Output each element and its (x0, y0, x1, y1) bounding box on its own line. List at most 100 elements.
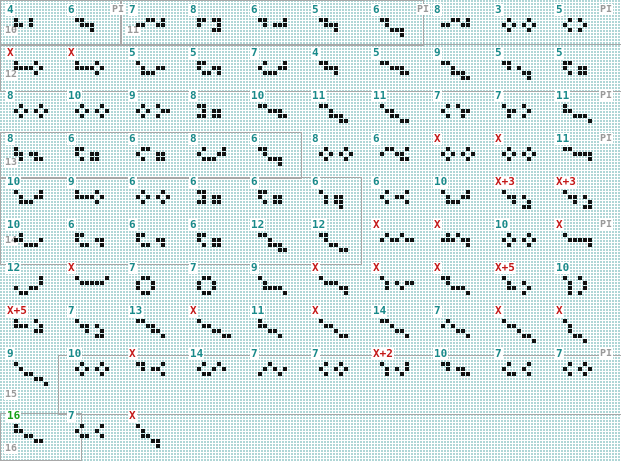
pattern-cell[interactable]: 6 (128, 219, 188, 261)
pattern-cell[interactable]: 11 (372, 90, 432, 132)
live-cell (156, 23, 160, 27)
pattern-cell[interactable]: 5 (372, 47, 432, 89)
pattern-cell[interactable]: 9 (128, 90, 188, 132)
pattern-cell[interactable]: 10 (6, 176, 66, 218)
pattern-cell[interactable]: 6 (372, 133, 432, 175)
pattern-cell[interactable]: 6 (67, 133, 127, 175)
pattern-cell[interactable]: 8 (311, 133, 371, 175)
pattern-cell[interactable]: 7 (250, 47, 310, 89)
pattern-cell[interactable]: 7 (67, 410, 127, 452)
pattern-cell[interactable]: X (433, 262, 493, 304)
pattern-cell[interactable]: X (128, 410, 188, 452)
pattern-cell[interactable]: 7 (128, 262, 188, 304)
pattern-cell[interactable]: 6 (128, 176, 188, 218)
pattern-cell[interactable]: 9 (6, 348, 66, 390)
pattern-cell[interactable]: 5 (128, 47, 188, 89)
pattern-cell[interactable]: 5 (311, 4, 371, 46)
pattern-cell[interactable]: 7 (494, 348, 554, 390)
pattern-cell[interactable]: X (67, 262, 127, 304)
pattern-cell[interactable]: 7 (433, 90, 493, 132)
pattern-cell[interactable]: 5 (555, 47, 615, 89)
pattern-cell[interactable]: 6 PI (67, 4, 127, 46)
pattern-cell[interactable]: 8 (189, 90, 249, 132)
live-cell (141, 367, 145, 371)
pattern-cell[interactable]: 8 (189, 133, 249, 175)
pattern-cell[interactable]: X (67, 47, 127, 89)
pattern-cell[interactable]: X (311, 305, 371, 347)
live-cell (202, 291, 206, 295)
pattern-cell[interactable]: 10 (67, 348, 127, 390)
pattern-cell[interactable]: 6 (250, 4, 310, 46)
pattern-cell[interactable]: 6 (189, 219, 249, 261)
pattern-cell[interactable]: 7 (311, 348, 371, 390)
pattern-cell[interactable]: 10 (433, 176, 493, 218)
pattern-cell[interactable]: 7 (67, 305, 127, 347)
pattern-cell[interactable]: 11 PI (555, 90, 615, 132)
pattern-cell[interactable]: 5 PI (555, 4, 615, 46)
pattern-cell[interactable]: X (372, 219, 432, 261)
pattern-cell[interactable]: 10 (250, 90, 310, 132)
pattern-cell[interactable]: 10 (6, 219, 66, 261)
pattern-cell[interactable]: 4 (311, 47, 371, 89)
pattern-cell[interactable]: 13 (128, 305, 188, 347)
pattern-cell[interactable]: X+5 (6, 305, 66, 347)
pattern-cell[interactable]: 16 (6, 410, 66, 452)
pattern-cell[interactable]: X+5 (494, 262, 554, 304)
pattern-cell[interactable]: 11 PI (555, 133, 615, 175)
pattern-cell[interactable]: 8 (189, 4, 249, 46)
pattern-cell[interactable]: 4 (6, 4, 66, 46)
pattern-cell[interactable]: 5 (494, 47, 554, 89)
pattern-cell[interactable]: X (311, 262, 371, 304)
pattern-cell[interactable]: 6 (189, 176, 249, 218)
pattern-cell[interactable]: 14 (189, 348, 249, 390)
pattern-cell[interactable]: 6 PI (372, 4, 432, 46)
pattern-cell[interactable]: X (433, 133, 493, 175)
pattern-cell[interactable]: X (433, 219, 493, 261)
pattern-cell[interactable]: 6 (250, 133, 310, 175)
pattern-cell[interactable]: X (372, 262, 432, 304)
pattern-cell[interactable]: 11 (250, 305, 310, 347)
pattern-cell[interactable]: 12 (311, 219, 371, 261)
pattern-cell[interactable]: 7 (433, 305, 493, 347)
pattern-cell[interactable]: 8 (433, 4, 493, 46)
pattern-cell[interactable]: X+2 (372, 348, 432, 390)
pattern-cell[interactable]: X (494, 305, 554, 347)
pattern-cell[interactable]: 6 (372, 176, 432, 218)
pattern-cell[interactable]: X PI (555, 219, 615, 261)
pattern-cell[interactable]: 7 (189, 262, 249, 304)
pattern-cell[interactable]: 10 (67, 90, 127, 132)
live-cell (141, 319, 145, 323)
pattern-cell[interactable]: 7 (128, 4, 188, 46)
pattern-cell[interactable]: 10 (433, 348, 493, 390)
cell-count-label: 8 (189, 132, 198, 145)
pattern-cell[interactable]: X+3 (555, 176, 615, 218)
pattern-cell[interactable]: 3 (494, 4, 554, 46)
pattern-cell[interactable]: 7 (250, 348, 310, 390)
pattern-cell[interactable]: 14 (372, 305, 432, 347)
pattern-cell[interactable]: 10 (555, 262, 615, 304)
pattern-cell[interactable]: X+3 (494, 176, 554, 218)
pattern-cell[interactable]: X (6, 47, 66, 89)
pattern-cell[interactable]: 6 (67, 219, 127, 261)
pattern-cell[interactable]: 8 (6, 133, 66, 175)
pattern-cell[interactable]: 7 (494, 90, 554, 132)
pattern-cell[interactable]: X (555, 305, 615, 347)
pattern-cell[interactable]: 9 (433, 47, 493, 89)
pattern-cell[interactable]: 6 (311, 176, 371, 218)
pattern-cell[interactable]: X (128, 348, 188, 390)
pattern-cell[interactable]: 7 PI (555, 348, 615, 390)
pattern-cell[interactable]: 12 (250, 219, 310, 261)
pattern-cell[interactable]: 6 (128, 133, 188, 175)
pattern-cell[interactable]: 11 (311, 90, 371, 132)
pattern-cell[interactable]: 5 (189, 47, 249, 89)
pattern-cell[interactable]: 6 (250, 176, 310, 218)
pattern-cell[interactable]: 9 (250, 262, 310, 304)
pattern-cell[interactable]: 12 (6, 262, 66, 304)
pattern-glyph (319, 147, 363, 171)
pattern-cell[interactable]: 9 (67, 176, 127, 218)
pattern-cell[interactable]: X (494, 133, 554, 175)
live-cell (380, 276, 384, 280)
pattern-cell[interactable]: 8 (6, 90, 66, 132)
pattern-cell[interactable]: X (189, 305, 249, 347)
pattern-cell[interactable]: 10 (494, 219, 554, 261)
